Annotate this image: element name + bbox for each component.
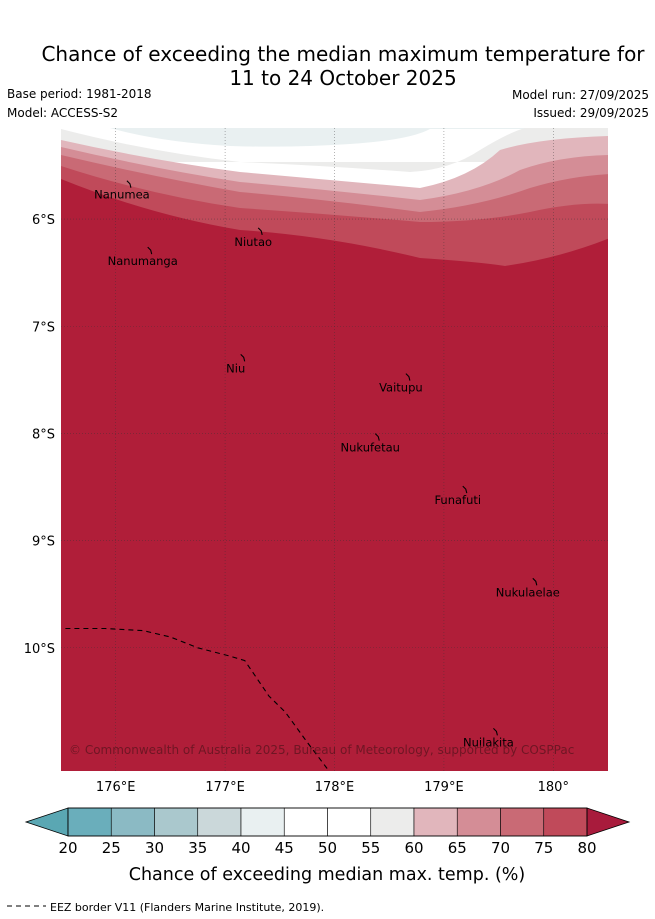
- colorbar-tick-label: 55: [361, 839, 380, 857]
- copyright-credit: © Commonwealth of Australia 2025, Bureau…: [69, 743, 575, 757]
- island-marker: Nanumea: [94, 180, 150, 202]
- island-shape: [405, 373, 411, 381]
- colorbar-bin: [240, 807, 285, 837]
- colorbar-bins: [67, 807, 588, 837]
- latitude-tick-labels: 6°S 7°S 8°S 9°S 10°S: [24, 213, 55, 657]
- islands-layer: Nanumea Nanumanga Niutao Niu Vaitupu Nukufeta…: [94, 180, 560, 749]
- island-label: Niu: [226, 361, 245, 375]
- eez-border-line: [65, 627, 330, 771]
- island-label: Vaitupu: [379, 381, 423, 395]
- island-marker: Nukulaelae: [496, 577, 560, 599]
- colorbar-label: Chance of exceeding median max. temp. (%…: [129, 865, 526, 885]
- colorbar-bin: [413, 807, 458, 837]
- latitude-tick-label: 9°S: [32, 535, 55, 550]
- colorbar-tick-label: 50: [318, 839, 337, 857]
- colorbar-tick-label: 35: [188, 839, 207, 857]
- colorbar-tick-label: 75: [534, 839, 553, 857]
- island-marker: Niu: [226, 353, 246, 375]
- colorbar-bin: [456, 807, 501, 837]
- latitude-gridlines: [61, 218, 608, 649]
- island-shape: [493, 727, 498, 736]
- longitude-tick-labels: 176°E 177°E 178°E 179°E 180°: [96, 780, 569, 795]
- island-label: Nanumanga: [108, 254, 178, 268]
- colorbar-tick-label: 45: [275, 839, 294, 857]
- island-shape: [240, 353, 246, 362]
- colorbar-tick-labels: 20 25 30 35 40 45 50 55 60 65 70 75 80: [58, 839, 596, 857]
- colorbar-tick-label: 65: [448, 839, 467, 857]
- island-marker: Nukufetau: [341, 433, 400, 455]
- latitude-tick-label: 10°S: [24, 642, 55, 657]
- eez-legend-label: EEZ border V11 (Flanders Marine Institut…: [50, 901, 325, 914]
- island-shape: [532, 577, 538, 586]
- colorbar-tick-label: 30: [145, 839, 164, 857]
- map-title-line-1: Chance of exceeding the median maximum t…: [41, 42, 645, 66]
- colorbar-bin: [110, 807, 155, 837]
- colorbar-over-arrow: [586, 807, 631, 837]
- island-marker: Nuilakita: [463, 727, 514, 749]
- colorbar-bin: [500, 807, 545, 837]
- colorbar-bin: [283, 807, 328, 837]
- map-title-line-2: 11 to 24 October 2025: [229, 66, 457, 90]
- colorbar-tick-label: 70: [491, 839, 510, 857]
- island-label: Niutao: [234, 235, 272, 249]
- colorbar-bin: [67, 807, 112, 837]
- island-marker: Nanumanga: [108, 246, 178, 268]
- island-shape: [147, 246, 153, 255]
- colorbar: 20 25 30 35 40 45 50 55 60 65 70 75 80 Chance of exc…: [24, 807, 631, 885]
- model-label: Model: ACCESS-S2: [7, 106, 119, 120]
- island-shape: [374, 433, 380, 441]
- island-shape: [257, 227, 263, 236]
- longitude-tick-label: 176°E: [96, 780, 136, 795]
- island-label: Nuilakita: [463, 735, 514, 749]
- island-label: Nukufetau: [341, 441, 400, 455]
- colorbar-bin: [543, 807, 588, 837]
- colorbar-tick-label: 60: [404, 839, 423, 857]
- island-marker: Vaitupu: [379, 373, 423, 395]
- colorbar-tick-label: 40: [231, 839, 250, 857]
- model-run-label: Model run: 27/09/2025: [511, 88, 649, 102]
- island-label: Funafuti: [434, 493, 481, 507]
- colorbar-tick-label: 20: [58, 839, 77, 857]
- longitude-gridlines: [115, 128, 554, 771]
- island-marker: Niutao: [234, 227, 272, 249]
- issued-label: Issued: 29/09/2025: [533, 106, 649, 120]
- longitude-tick-label: 177°E: [205, 780, 245, 795]
- island-shape: [126, 180, 132, 188]
- island-label: Nanumea: [94, 188, 150, 202]
- island-shape: [462, 485, 468, 494]
- island-label: Nukulaelae: [496, 585, 560, 599]
- colorbar-bin: [327, 807, 372, 837]
- longitude-tick-label: 178°E: [315, 780, 355, 795]
- colorbar-tick-label: 25: [102, 839, 121, 857]
- colorbar-bin: [154, 807, 199, 837]
- latitude-tick-label: 6°S: [32, 213, 55, 228]
- band-55-60: [61, 128, 608, 172]
- band-80-plus: [61, 179, 608, 771]
- longitude-tick-label: 180°: [538, 780, 569, 795]
- colorbar-bin: [370, 807, 415, 837]
- colorbar-tick-label: 80: [577, 839, 596, 857]
- longitude-tick-label: 179°E: [424, 780, 464, 795]
- base-period-label: Base period: 1981-2018: [7, 87, 152, 101]
- colorbar-bin: [197, 807, 242, 837]
- latitude-tick-label: 8°S: [32, 427, 55, 442]
- latitude-tick-label: 7°S: [32, 320, 55, 335]
- probability-field: Nanumea Nanumanga Niutao Niu Vaitupu Nukufeta…: [61, 128, 608, 771]
- island-marker: Funafuti: [434, 485, 481, 507]
- colorbar-under-arrow: [24, 807, 69, 837]
